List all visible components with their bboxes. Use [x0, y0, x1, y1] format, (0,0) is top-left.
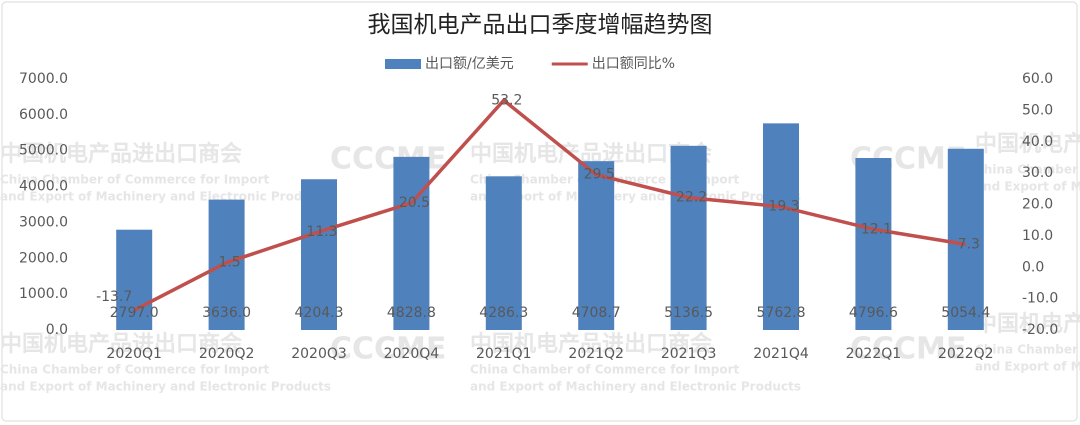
bar-value-label: 5054.4 [941, 305, 990, 321]
legend-swatch [385, 59, 421, 69]
bar [947, 148, 984, 330]
watermark: and Export of Machinery and Electronic P… [975, 180, 1080, 194]
x-tick-label: 2020Q3 [291, 346, 347, 362]
watermark: China Chamber of Commerce for Import [470, 363, 740, 377]
bar [855, 158, 892, 330]
line-value-label: -13.7 [96, 289, 132, 305]
line-value-label: 12.1 [861, 221, 892, 237]
watermark: 中国机电产品进出口商会 [975, 131, 1080, 157]
watermark: China Chamber of Commerce for Import [975, 343, 1080, 357]
y2-tick-label: 30.0 [1022, 165, 1053, 181]
y2-tick-label: 20.0 [1022, 197, 1053, 213]
y2-tick-label: 50.0 [1022, 102, 1053, 118]
y-tick-label: 0.0 [46, 322, 68, 338]
chart-title: 我国机电产品出口季度增幅趋势图 [368, 12, 713, 38]
legend-label: 出口额同比% [592, 56, 675, 72]
bar [578, 161, 615, 330]
line-value-label: 7.3 [958, 236, 980, 252]
x-tick-label: 2020Q1 [106, 346, 162, 362]
watermark: 中国机电产品进出口商会 [0, 331, 242, 357]
watermark: CCCME [330, 332, 446, 367]
x-tick-label: 2021Q2 [568, 346, 624, 362]
legend: 出口额/亿美元 出口额同比% [385, 56, 675, 72]
y-tick-label: 2000.0 [19, 250, 68, 266]
watermark: 中国机电产品进出口商会 [0, 141, 242, 167]
bar [208, 199, 245, 330]
bar [485, 176, 522, 330]
bar [116, 229, 153, 330]
watermark: China Chamber of Commerce for Import [0, 173, 270, 187]
legend-label: 出口额/亿美元 [425, 56, 514, 72]
y-tick-label: 3000.0 [19, 214, 68, 230]
line [133, 97, 967, 312]
x-tick-label: 2021Q1 [476, 346, 532, 362]
x-tick-label: 2020Q2 [199, 346, 255, 362]
line-value-label: 20.5 [399, 195, 430, 211]
y-tick-label: 7000.0 [19, 71, 68, 87]
watermark: and Export of Machinery and Electronic P… [0, 190, 331, 204]
line-value-label: 11.3 [306, 224, 337, 240]
y2-tick-label: 10.0 [1022, 228, 1053, 244]
y2-tick-label: 0.0 [1022, 259, 1044, 275]
x-tick-label: 2022Q2 [938, 346, 994, 362]
y2-tick-label: -20.0 [1022, 322, 1058, 338]
bar-value-label: 4796.6 [849, 305, 898, 321]
watermark: and Export of Machinery and Electronic P… [0, 380, 331, 394]
watermark: China Chamber of Commerce for Import [0, 363, 270, 377]
x-tick-label: 2020Q4 [384, 346, 440, 362]
bar [393, 156, 430, 330]
line-value-label: 19.3 [768, 199, 799, 215]
watermark: and Export of Machinery and Electronic P… [975, 360, 1080, 374]
bar-value-label: 4708.7 [572, 305, 621, 321]
y2-tick-label: 60.0 [1022, 71, 1053, 87]
y2-tick-label: 40.0 [1022, 134, 1053, 150]
y-tick-label: 6000.0 [19, 107, 68, 123]
bar-value-label: 4828.8 [387, 305, 436, 321]
y-tick-label: 1000.0 [19, 286, 68, 302]
bar-value-label: 4286.3 [479, 305, 528, 321]
bar-value-label: 4204.3 [295, 305, 344, 321]
line-value-label: 22.2 [676, 190, 707, 206]
bar [301, 179, 337, 330]
bar-value-label: 5762.8 [757, 305, 806, 321]
x-tick-label: 2022Q1 [846, 346, 902, 362]
y2-tick-label: -10.0 [1022, 291, 1058, 307]
line-value-label: 29.5 [584, 167, 615, 183]
watermark: China Chamber of Commerce for Import [975, 163, 1080, 177]
bar-value-label: 2797.0 [110, 305, 159, 321]
line-value-label: 53.2 [491, 92, 522, 108]
line-value-label: 1.5 [218, 255, 240, 271]
bar-value-label: 5136.5 [664, 305, 713, 321]
watermark: CCCME [850, 332, 966, 367]
watermark: and Export of Machinery and Electronic P… [470, 380, 801, 394]
x-tick-label: 2021Q4 [753, 346, 809, 362]
bar [763, 123, 799, 330]
bar [670, 145, 707, 330]
x-tick-label: 2021Q3 [661, 346, 717, 362]
watermark: 中国机电产品进出口商会 [470, 331, 712, 357]
y-tick-label: 4000.0 [19, 179, 68, 195]
bar-value-label: 3636.0 [202, 305, 251, 321]
y-tick-label: 5000.0 [19, 143, 68, 159]
watermark: 中国机电产品进出口商会 [975, 311, 1080, 337]
